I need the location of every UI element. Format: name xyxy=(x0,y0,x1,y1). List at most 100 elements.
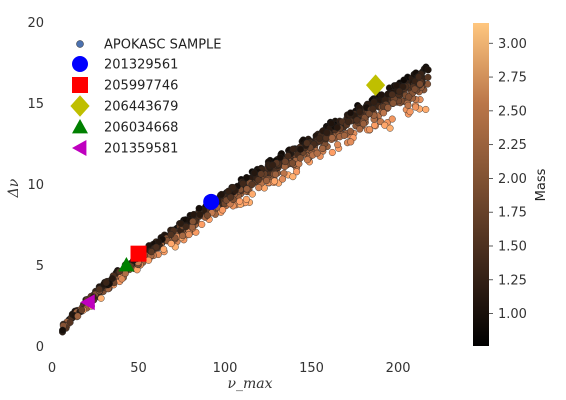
sample-point xyxy=(279,175,287,183)
sample-point xyxy=(395,87,403,95)
sample-point xyxy=(388,115,396,123)
sample-point xyxy=(276,153,284,161)
sample-point xyxy=(323,129,331,137)
sample-point xyxy=(236,197,244,205)
sample-point xyxy=(66,318,74,326)
sample-point xyxy=(344,118,352,126)
sample-point xyxy=(381,121,389,129)
sample-point xyxy=(313,149,321,157)
sample-point xyxy=(167,231,175,239)
y-tick-label: 5 xyxy=(36,259,44,274)
colorbar-ticks: 1.00 1.25 1.50 1.75 2.00 2.25 2.50 2.75 3.00 xyxy=(489,37,527,322)
y-axis-label: Δν xyxy=(6,178,22,198)
sample-point xyxy=(219,206,227,214)
sample-point xyxy=(284,152,292,160)
legend-label: 201359581 xyxy=(104,142,178,157)
sample-point xyxy=(248,181,256,189)
sample-point xyxy=(271,177,279,185)
y-axis-ticks: 0 5 10 15 20 xyxy=(27,16,44,355)
sample-point xyxy=(182,223,190,231)
sample-point xyxy=(405,93,413,101)
sample-point xyxy=(281,158,289,166)
x-tick-label: 0 xyxy=(48,361,56,376)
x-axis-ticks: 0 50 100 150 200 xyxy=(48,361,411,376)
x-axis-label: ν_max xyxy=(227,376,272,392)
sample-point xyxy=(59,326,67,334)
y-tick-label: 20 xyxy=(27,16,44,31)
sample-point xyxy=(243,174,251,182)
sample-point xyxy=(347,109,355,117)
sample-point xyxy=(293,168,301,176)
sample-point xyxy=(328,134,336,142)
sample-point xyxy=(346,127,354,135)
sample-point xyxy=(377,91,385,99)
sample-point xyxy=(303,156,311,164)
sample-point xyxy=(327,119,335,127)
legend-marker-201329561 xyxy=(72,56,88,72)
sample-point xyxy=(380,109,388,117)
x-tick-label: 100 xyxy=(213,361,238,376)
colorbar-tick-label: 1.75 xyxy=(498,206,527,221)
legend: APOKASC SAMPLE 201329561 205997746 20644367… xyxy=(70,38,222,157)
star-marker-206443679 xyxy=(365,74,386,96)
sample-point xyxy=(411,85,419,93)
y-tick-label: 10 xyxy=(27,178,44,193)
x-tick-label: 200 xyxy=(386,361,411,376)
sample-point xyxy=(167,240,175,248)
star-marker-206034668 xyxy=(118,257,135,272)
sample-point xyxy=(263,177,271,185)
sample-point xyxy=(384,104,392,112)
colorbar-tick-label: 1.50 xyxy=(498,239,527,254)
sample-point xyxy=(185,231,193,239)
sample-point xyxy=(347,138,355,146)
sample-point xyxy=(177,220,185,228)
sample-point xyxy=(365,110,373,118)
sample-point xyxy=(406,108,414,116)
sample-point xyxy=(334,141,342,149)
star-marker-205997746 xyxy=(130,245,147,262)
sample-point xyxy=(393,82,401,90)
sample-point xyxy=(356,108,364,116)
x-tick-label: 50 xyxy=(130,361,147,376)
sample-point xyxy=(353,116,361,124)
y-tick-label: 15 xyxy=(27,97,44,112)
colorbar-tick-label: 2.25 xyxy=(498,138,527,153)
sample-point xyxy=(95,285,103,293)
sample-point xyxy=(196,211,204,219)
sample-point xyxy=(315,134,323,142)
y-tick-label: 0 xyxy=(36,340,44,355)
sample-point xyxy=(295,160,303,168)
sample-point xyxy=(296,154,304,162)
sample-point xyxy=(388,91,396,99)
sample-point xyxy=(422,105,430,113)
sample-point xyxy=(198,220,206,228)
colorbar-tick-label: 3.00 xyxy=(498,37,527,52)
sample-point xyxy=(217,190,225,198)
sample-point xyxy=(242,195,250,203)
colorbar-tick-label: 1.25 xyxy=(498,273,527,288)
colorbar xyxy=(473,23,489,346)
sample-point xyxy=(289,145,297,153)
sample-point xyxy=(280,169,288,177)
sample-point xyxy=(118,275,126,283)
sample-point xyxy=(272,170,280,178)
sample-point xyxy=(415,73,423,81)
legend-label: 205997746 xyxy=(104,79,178,94)
sample-point xyxy=(366,126,374,134)
sample-point xyxy=(74,312,82,320)
sample-point xyxy=(147,248,155,256)
sample-point xyxy=(195,204,203,212)
colorbar-tick-label: 2.50 xyxy=(498,104,527,119)
legend-label: 201329561 xyxy=(104,58,178,73)
sample-point xyxy=(255,184,263,192)
sample-point xyxy=(424,66,432,74)
colorbar-label: Mass xyxy=(534,168,549,201)
sample-point xyxy=(289,173,297,181)
sample-point xyxy=(227,193,235,201)
sample-point xyxy=(412,103,420,111)
legend-marker-sample xyxy=(76,40,84,48)
legend-marker-205997746 xyxy=(72,77,88,93)
colorbar-tick-label: 1.00 xyxy=(498,307,527,322)
sample-point xyxy=(225,187,233,195)
